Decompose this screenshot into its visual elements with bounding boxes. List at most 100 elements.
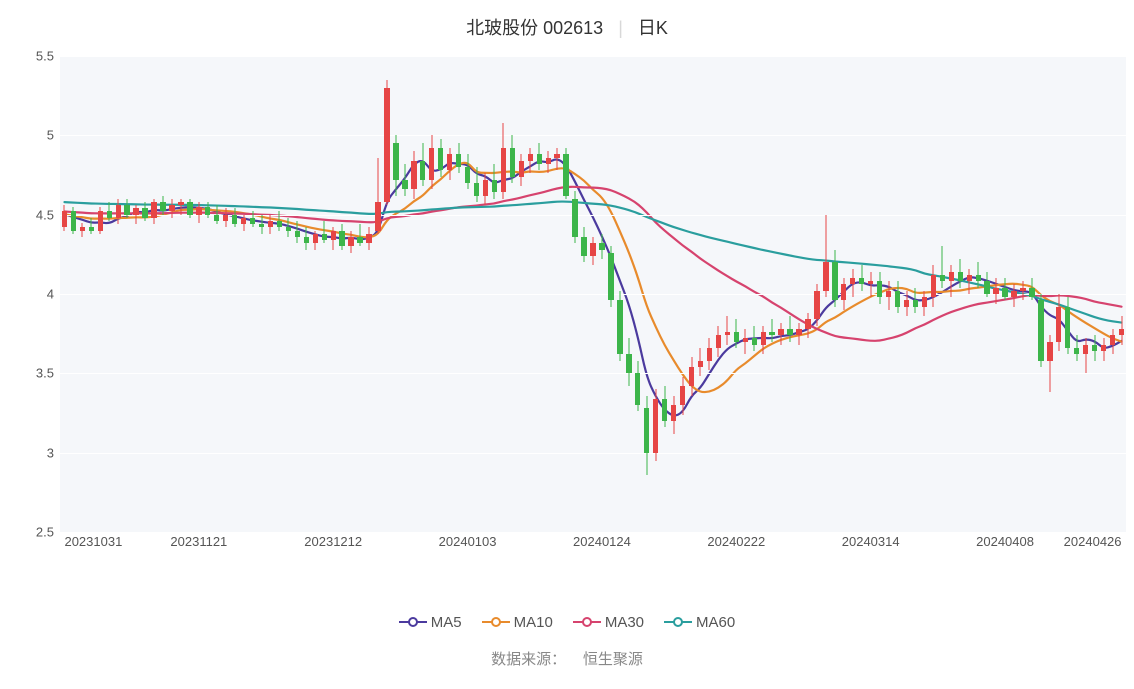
- candle: [286, 56, 291, 532]
- candle-wick: [557, 148, 558, 170]
- candle-body: [734, 332, 739, 342]
- x-tick-label: 20240314: [842, 534, 900, 549]
- candle-body: [98, 211, 103, 230]
- candle: [922, 56, 927, 532]
- candle: [357, 56, 362, 532]
- candle-body: [483, 180, 488, 196]
- candle: [259, 56, 264, 532]
- candle: [1119, 56, 1124, 532]
- candle-body: [841, 284, 846, 300]
- candle: [465, 56, 470, 532]
- candle-body: [250, 218, 255, 224]
- candle: [725, 56, 730, 532]
- candle: [1029, 56, 1034, 532]
- candle: [169, 56, 174, 532]
- candle-body: [277, 221, 282, 227]
- candle-body: [662, 399, 667, 421]
- candle-body: [563, 154, 568, 195]
- candle-body: [743, 338, 748, 341]
- candle-body: [859, 278, 864, 284]
- candle: [232, 56, 237, 532]
- legend-label: MA30: [605, 614, 644, 631]
- candle-body: [80, 227, 85, 230]
- legend-marker-icon: [573, 615, 601, 629]
- candle: [250, 56, 255, 532]
- candle-body: [169, 205, 174, 211]
- candle: [913, 56, 918, 532]
- candle: [1056, 56, 1061, 532]
- x-tick-label: 20240408: [976, 534, 1034, 549]
- candle: [841, 56, 846, 532]
- candle-body: [71, 211, 76, 230]
- candle: [1002, 56, 1007, 532]
- candle-body: [268, 221, 273, 227]
- candle-body: [1038, 300, 1043, 360]
- candle-body: [967, 275, 972, 281]
- candle: [967, 56, 972, 532]
- candle: [62, 56, 67, 532]
- candle: [572, 56, 577, 532]
- candle: [904, 56, 909, 532]
- candle: [1020, 56, 1025, 532]
- candle-body: [617, 300, 622, 354]
- candle: [1065, 56, 1070, 532]
- candle-body: [62, 211, 67, 227]
- candle: [653, 56, 658, 532]
- candle: [1038, 56, 1043, 532]
- candle-body: [510, 148, 515, 177]
- candle-body: [438, 148, 443, 170]
- candle-body: [761, 332, 766, 345]
- source-label: 数据来源：: [491, 651, 566, 668]
- candle-body: [599, 243, 604, 249]
- candle-body: [178, 202, 183, 205]
- candle-body: [116, 205, 121, 218]
- candle: [339, 56, 344, 532]
- x-tick-label: 20240222: [707, 534, 765, 549]
- candle-body: [698, 361, 703, 367]
- candle-body: [752, 338, 757, 344]
- candle: [716, 56, 721, 532]
- candle-body: [322, 234, 327, 240]
- data-source: 数据来源： 恒生聚源: [0, 648, 1134, 669]
- y-tick-label: 4.5: [36, 207, 54, 222]
- candle: [429, 56, 434, 532]
- candle-body: [769, 332, 774, 335]
- candle-body: [850, 278, 855, 284]
- legend-marker-icon: [399, 615, 427, 629]
- candle-body: [519, 161, 524, 177]
- candle: [483, 56, 488, 532]
- legend-item-ma10: MA10: [482, 614, 553, 631]
- candle-body: [196, 207, 201, 215]
- candle-body: [142, 208, 147, 218]
- candle-body: [286, 227, 291, 230]
- candle-wick: [530, 148, 531, 173]
- candle-body: [886, 291, 891, 297]
- x-tick-label: 20240103: [439, 534, 497, 549]
- candle-body: [814, 291, 819, 320]
- candle: [510, 56, 515, 532]
- candle-wick: [772, 319, 773, 341]
- candle: [662, 56, 667, 532]
- candle: [796, 56, 801, 532]
- stock-name: 北玻股份: [466, 18, 538, 38]
- candle: [313, 56, 318, 532]
- legend-label: MA10: [514, 614, 553, 631]
- candle: [277, 56, 282, 532]
- candle: [196, 56, 201, 532]
- candle-body: [429, 148, 434, 180]
- candle: [71, 56, 76, 532]
- candle-body: [590, 243, 595, 256]
- candle-body: [124, 205, 129, 215]
- candle-wick: [1085, 338, 1086, 373]
- source-value: 恒生聚源: [583, 651, 643, 668]
- chart-title-row: 北玻股份 002613 | 日K: [0, 0, 1134, 40]
- candle-wick: [942, 246, 943, 287]
- candle-body: [787, 329, 792, 335]
- candle: [447, 56, 452, 532]
- candle: [268, 56, 273, 532]
- candle: [384, 56, 389, 532]
- candle-body: [1110, 335, 1115, 345]
- candle-wick: [969, 269, 970, 294]
- candle: [187, 56, 192, 532]
- candle-wick: [91, 218, 92, 234]
